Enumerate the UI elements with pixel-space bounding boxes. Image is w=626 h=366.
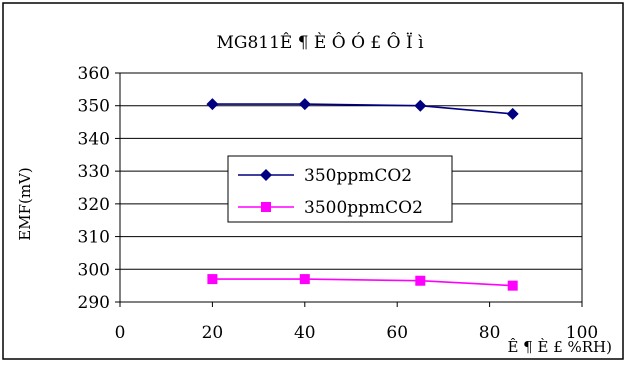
- legend-item: 3500ppmCO2: [238, 198, 423, 218]
- x-tick-label: 40: [294, 323, 316, 343]
- series-1: [207, 274, 518, 291]
- legend-marker: [261, 202, 271, 212]
- series-line: [212, 103, 513, 115]
- data-point: [298, 98, 311, 111]
- y-axis-label: EMF(mV): [16, 167, 34, 240]
- y-tick-label: 300: [78, 260, 110, 280]
- series-layer: [206, 98, 519, 291]
- data-point: [414, 99, 427, 112]
- legend-marker: [260, 169, 272, 181]
- data-point: [206, 98, 219, 111]
- x-tick-label: 20: [202, 323, 224, 343]
- y-axis-ticks: 290 300 310 320 330 340 350 360: [78, 64, 120, 313]
- y-tick-label: 360: [78, 64, 110, 84]
- x-tick-label: 100: [566, 323, 598, 343]
- legend-label: 350ppmCO2: [304, 166, 412, 186]
- legend-item: 350ppmCO2: [238, 166, 412, 186]
- data-point: [299, 274, 310, 285]
- data-point: [507, 280, 518, 291]
- x-axis-label: Ê ¶ È £ %RH): [507, 338, 612, 356]
- series-line: [212, 278, 513, 287]
- x-axis-ticks: 0 20 40 60 80 100: [115, 302, 598, 343]
- x-tick-label: 80: [479, 323, 501, 343]
- y-tick-label: 340: [78, 129, 110, 149]
- y-tick-label: 330: [78, 162, 110, 182]
- legend: 350ppmCO2 3500ppmCO2: [227, 155, 453, 223]
- y-tick-label: 320: [78, 195, 110, 215]
- y-tick-label: 350: [78, 97, 110, 117]
- legend-label: 3500ppmCO2: [304, 198, 423, 218]
- data-point: [415, 275, 426, 286]
- x-tick-label: 60: [386, 323, 408, 343]
- data-point: [506, 107, 519, 120]
- data-point: [207, 274, 218, 285]
- y-tick-label: 310: [78, 228, 110, 248]
- series-0: [206, 98, 519, 120]
- x-tick-label: 0: [115, 323, 126, 343]
- chart-title: MG811Ê ¶ È Ô Ó £ Ô Ï ì: [216, 32, 424, 53]
- y-tick-label: 290: [78, 293, 110, 313]
